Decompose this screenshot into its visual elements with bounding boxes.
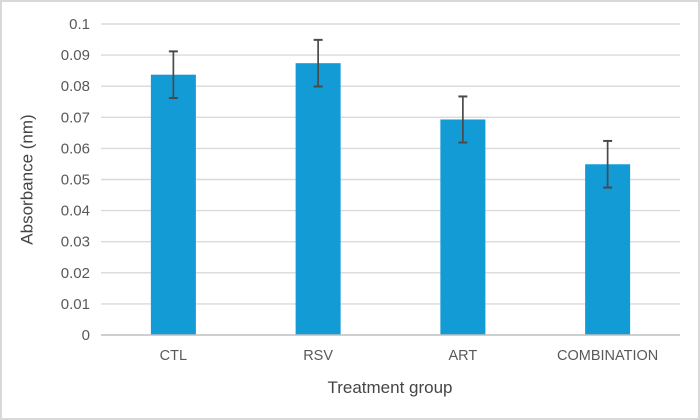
- bar: [295, 63, 341, 335]
- x-axis-title: Treatment group: [327, 378, 452, 397]
- x-category-label: CTL: [160, 348, 187, 364]
- bar: [440, 119, 486, 336]
- error-bars: [168, 38, 613, 189]
- y-tick-label: 0.04: [61, 203, 90, 220]
- y-tick-label: 0.09: [61, 47, 90, 64]
- y-tick-label: 0.06: [61, 140, 90, 157]
- bars: [150, 63, 631, 336]
- y-tick-label: 0: [82, 327, 90, 344]
- y-tick-label: 0.03: [61, 234, 90, 251]
- y-tick-label: 0.07: [61, 109, 90, 126]
- x-category-label: ART: [449, 348, 478, 364]
- y-axis-title: Absorbance (nm): [18, 114, 37, 244]
- gridlines: [101, 23, 680, 305]
- bar: [150, 74, 196, 336]
- y-tick-label: 0.01: [61, 296, 90, 313]
- x-category-label: RSV: [303, 348, 333, 364]
- y-tick-label: 0.05: [61, 172, 90, 189]
- y-tick-labels: 0 0.01 0.02 0.03 0.04 0.05 0.06 0.07 0.08 0.09 0.1: [61, 16, 90, 344]
- y-tick-label: 0.08: [61, 78, 90, 95]
- y-tick-label: 0.02: [61, 265, 90, 282]
- bar: [585, 164, 631, 335]
- x-category-labels: CTL RSV ART COMBINATION: [160, 348, 659, 364]
- y-tick-label: 0.1: [69, 16, 90, 33]
- x-category-label: COMBINATION: [557, 348, 658, 364]
